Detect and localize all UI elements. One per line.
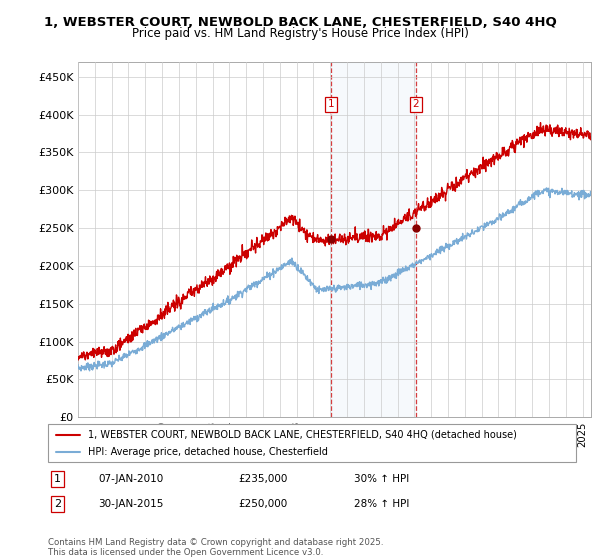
Text: £250,000: £250,000 — [238, 499, 287, 509]
Text: HPI: Average price, detached house, Chesterfield: HPI: Average price, detached house, Ches… — [88, 447, 328, 458]
Text: 1, WEBSTER COURT, NEWBOLD BACK LANE, CHESTERFIELD, S40 4HQ: 1, WEBSTER COURT, NEWBOLD BACK LANE, CHE… — [44, 16, 556, 29]
Text: 30-JAN-2015: 30-JAN-2015 — [98, 499, 164, 509]
Text: Price paid vs. HM Land Registry's House Price Index (HPI): Price paid vs. HM Land Registry's House … — [131, 27, 469, 40]
Text: 1, WEBSTER COURT, NEWBOLD BACK LANE, CHESTERFIELD, S40 4HQ (detached house): 1, WEBSTER COURT, NEWBOLD BACK LANE, CHE… — [88, 430, 517, 440]
Text: 1: 1 — [54, 474, 61, 484]
Text: £235,000: £235,000 — [238, 474, 287, 484]
Text: 2: 2 — [54, 499, 61, 509]
Text: 1: 1 — [328, 99, 334, 109]
Text: 30% ↑ HPI: 30% ↑ HPI — [354, 474, 409, 484]
Text: Contains HM Land Registry data © Crown copyright and database right 2025.
This d: Contains HM Land Registry data © Crown c… — [48, 538, 383, 557]
Text: 2: 2 — [412, 99, 419, 109]
Text: 07-JAN-2010: 07-JAN-2010 — [98, 474, 163, 484]
Bar — [331, 62, 416, 417]
Text: 28% ↑ HPI: 28% ↑ HPI — [354, 499, 410, 509]
FancyBboxPatch shape — [48, 424, 576, 462]
